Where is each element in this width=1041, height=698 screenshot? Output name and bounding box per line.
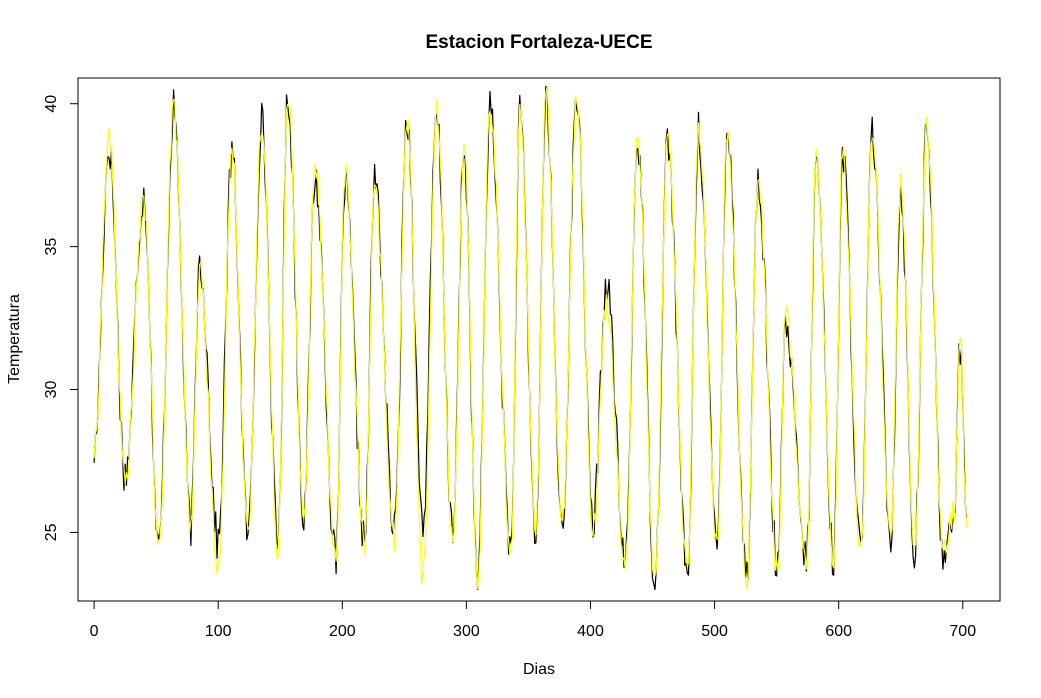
chart-title: Estacion Fortaleza-UECE xyxy=(426,32,653,53)
y-tick-label: 25 xyxy=(43,523,60,541)
series-layer xyxy=(94,87,966,590)
y-tick-label: 30 xyxy=(43,381,60,399)
x-axis-label: Dias xyxy=(523,661,555,678)
y-tick-label: 40 xyxy=(43,95,60,113)
x-tick-label: 500 xyxy=(701,623,728,640)
y-tick-label: 35 xyxy=(43,238,60,256)
x-tick-label: 0 xyxy=(90,623,99,640)
x-tick-label: 400 xyxy=(577,623,604,640)
x-axis: 0 100 200 300 400 500 600 700 xyxy=(90,601,977,640)
x-tick-label: 100 xyxy=(205,623,232,640)
x-tick-label: 300 xyxy=(453,623,480,640)
y-axis-label: Temperatura xyxy=(6,294,23,384)
y-axis: 25 30 35 40 xyxy=(43,95,78,542)
x-tick-label: 200 xyxy=(329,623,356,640)
x-tick-label: 700 xyxy=(949,623,976,640)
x-tick-label: 600 xyxy=(825,623,852,640)
